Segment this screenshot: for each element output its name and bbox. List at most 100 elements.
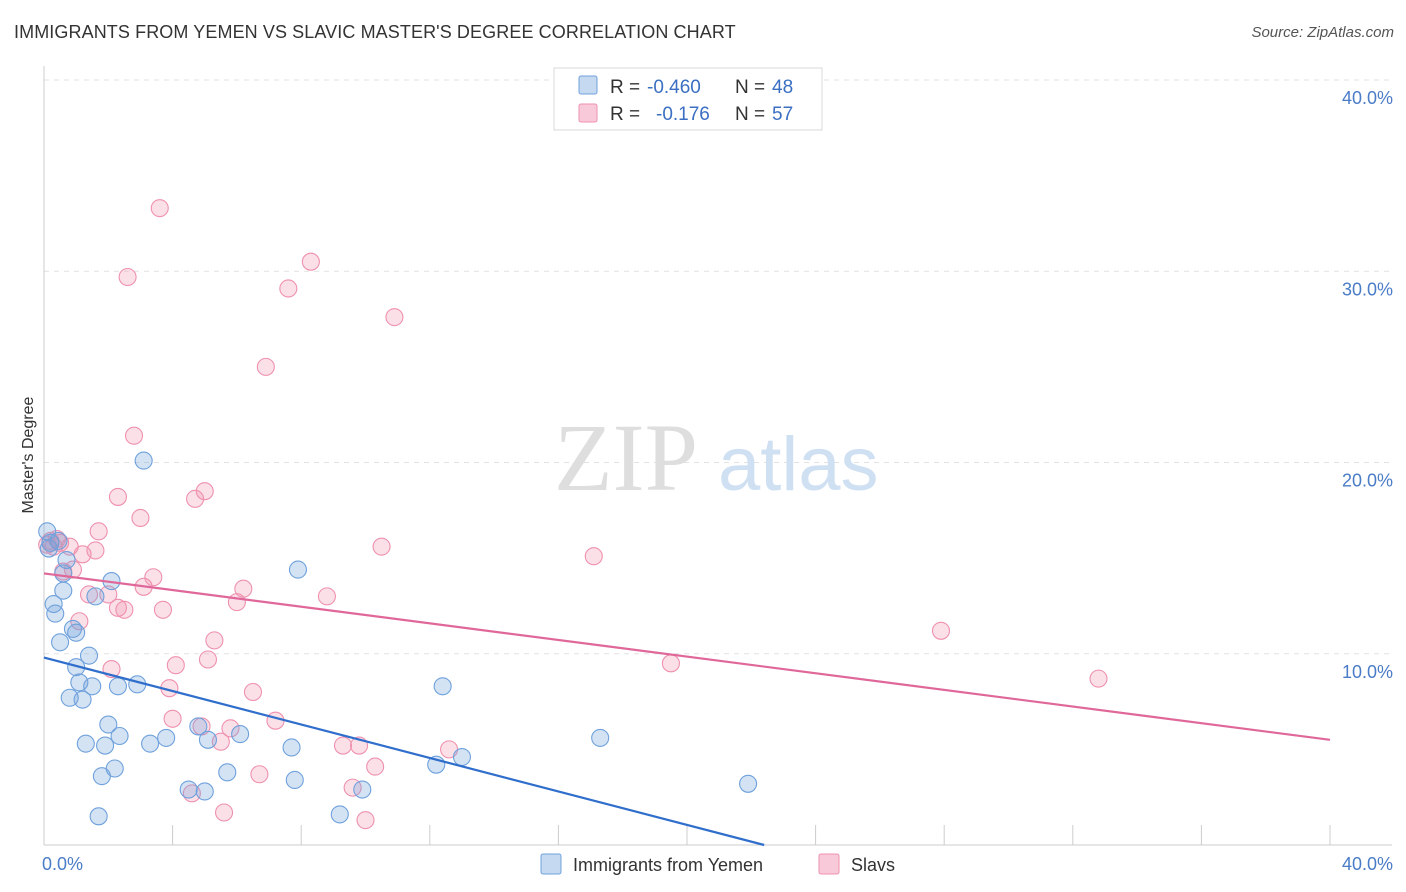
legend-n-label-slavs: N = bbox=[735, 104, 770, 125]
y-tick-label-3: 40.0% bbox=[1342, 88, 1393, 108]
yemen-point-39 bbox=[330, 805, 349, 824]
yemen-point-2 bbox=[44, 594, 63, 614]
legend-n-value-slavs: 57 bbox=[772, 104, 793, 125]
slavs-point-33 bbox=[205, 631, 224, 650]
yemen-point-28 bbox=[141, 734, 160, 753]
yemen-point-7 bbox=[57, 550, 76, 570]
slavs-point-16 bbox=[108, 487, 127, 506]
yemen-point-29 bbox=[157, 728, 176, 747]
trend-lines bbox=[43, 572, 1331, 847]
yemen-point-17 bbox=[86, 587, 105, 606]
slavs-point-19 bbox=[124, 426, 144, 445]
yemen-point-14 bbox=[76, 734, 95, 753]
slavs-point-41 bbox=[256, 357, 275, 376]
yemen-point-32 bbox=[195, 782, 214, 801]
slavs-point-56 bbox=[931, 621, 951, 640]
yemen-point-43 bbox=[452, 747, 472, 767]
legend-swatch-slavs bbox=[578, 103, 598, 123]
legend-r-value-slavs: -0.176 bbox=[656, 104, 710, 125]
yemen-point-47 bbox=[49, 531, 68, 550]
slavs-point-20 bbox=[131, 508, 150, 528]
series-legend: Immigrants from Yemen Slavs bbox=[540, 853, 895, 875]
slavs-trend-line bbox=[43, 572, 1331, 741]
slavs-point-45 bbox=[317, 587, 336, 606]
yemen-point-20 bbox=[96, 736, 115, 755]
chart-title: IMMIGRANTS FROM YEMEN VS SLAVIC MASTER'S… bbox=[14, 22, 736, 42]
slavs-point-57 bbox=[1089, 669, 1108, 688]
slavs-point-22 bbox=[144, 568, 163, 587]
y-tick-label-0: 10.0% bbox=[1342, 662, 1393, 682]
watermark-atlas: atlas bbox=[718, 422, 879, 507]
legend-swatch-yemen bbox=[578, 75, 598, 95]
yemen-point-27 bbox=[134, 451, 153, 470]
slavs-point-15 bbox=[108, 598, 127, 617]
stats-legend-box bbox=[553, 67, 823, 131]
legend-n-label-yemen: N = bbox=[735, 77, 770, 98]
x-tick-labels: 0.0% 40.0% bbox=[42, 854, 1393, 874]
yemen-point-25 bbox=[110, 726, 129, 746]
slavs-point-49 bbox=[356, 811, 375, 830]
yemen-point-30 bbox=[179, 780, 198, 799]
legend-r-label-slavs: R = bbox=[610, 104, 645, 125]
yemen-point-36 bbox=[282, 738, 301, 757]
y-tick-label-1: 20.0% bbox=[1342, 471, 1393, 491]
y-tick-label-2: 30.0% bbox=[1342, 279, 1393, 299]
yemen-point-13 bbox=[73, 690, 92, 709]
yemen-point-24 bbox=[108, 677, 127, 696]
watermark: ZIP atlas bbox=[554, 404, 879, 511]
slavs-point-52 bbox=[385, 308, 404, 327]
slavs-points bbox=[38, 199, 1108, 830]
yemen-point-33 bbox=[198, 730, 218, 749]
slavs-point-12 bbox=[89, 522, 108, 541]
slavs-point-46 bbox=[333, 736, 353, 755]
yemen-point-46 bbox=[39, 539, 58, 558]
yemen-point-10 bbox=[67, 623, 86, 642]
slavs-point-31 bbox=[195, 482, 214, 501]
yemen-point-34 bbox=[218, 763, 237, 782]
slavs-point-18 bbox=[118, 267, 137, 287]
slavs-point-10 bbox=[79, 585, 99, 604]
slavs-point-29 bbox=[186, 489, 205, 508]
series-legend-swatch-slavs bbox=[818, 853, 840, 875]
series-legend-label-slavs: Slavs bbox=[851, 855, 895, 875]
slavs-point-44 bbox=[301, 252, 320, 271]
slavs-point-11 bbox=[86, 541, 105, 560]
yemen-point-15 bbox=[79, 646, 99, 665]
yemen-point-3 bbox=[46, 604, 65, 623]
yemen-point-38 bbox=[288, 560, 308, 579]
legend-r-label-yemen: R = bbox=[610, 77, 645, 98]
slavs-point-40 bbox=[250, 765, 269, 784]
gridlines bbox=[44, 79, 1392, 655]
yemen-point-42 bbox=[433, 677, 452, 696]
series-legend-swatch-yemen bbox=[540, 853, 562, 875]
slavs-point-36 bbox=[221, 719, 240, 738]
slavs-point-51 bbox=[372, 537, 391, 556]
x-tick-label-0: 0.0% bbox=[42, 854, 83, 874]
yemen-point-35 bbox=[231, 725, 250, 744]
yemen-point-31 bbox=[189, 717, 208, 736]
x-tick-label-1: 40.0% bbox=[1342, 854, 1393, 874]
y-axis-label: Master's Degree bbox=[20, 396, 37, 513]
yemen-trend-line bbox=[43, 656, 765, 847]
slavs-point-8 bbox=[70, 612, 89, 631]
slavs-point-35 bbox=[214, 803, 234, 822]
chart-source: Source: ZipAtlas.com bbox=[1251, 24, 1394, 41]
slavs-point-50 bbox=[366, 757, 385, 776]
y-tick-labels: 10.0% 20.0% 30.0% 40.0% bbox=[1342, 88, 1393, 682]
yemen-point-40 bbox=[353, 780, 372, 799]
slavs-point-17 bbox=[115, 600, 134, 619]
slavs-point-55 bbox=[661, 654, 680, 673]
yemen-point-16 bbox=[83, 677, 102, 696]
axes bbox=[43, 66, 1392, 846]
yemen-point-4 bbox=[51, 633, 70, 652]
watermark-zip: ZIP bbox=[554, 404, 698, 511]
stats-legend: R = -0.460 N = 48 R = -0.176 N = 57 bbox=[553, 67, 823, 131]
slavs-point-24 bbox=[153, 600, 173, 619]
yemen-point-21 bbox=[99, 715, 118, 734]
slavs-point-27 bbox=[163, 709, 182, 728]
slavs-point-43 bbox=[279, 279, 298, 298]
yemen-point-18 bbox=[89, 807, 108, 826]
yemen-point-44 bbox=[591, 728, 610, 747]
slavs-point-39 bbox=[243, 682, 263, 702]
slavs-point-23 bbox=[150, 199, 169, 218]
